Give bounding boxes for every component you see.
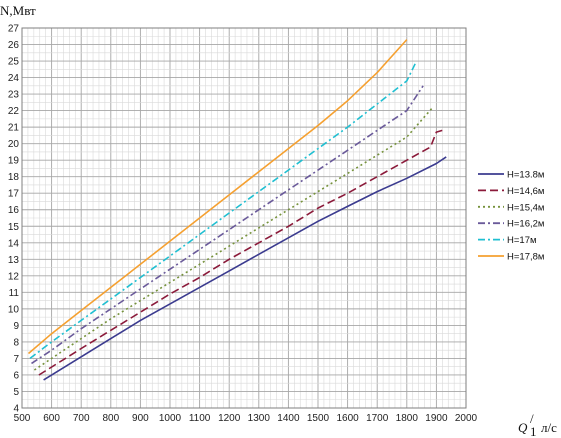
y-axis: 4 5 6 7 8 9 10 11 12 13 14 15 16 17 18 19 20 21 22 23 24 25 26…: [8, 24, 20, 415]
y-tick-label: 25: [8, 57, 20, 68]
x-tick-label: 1300: [248, 413, 271, 424]
legend-label: H=17м: [507, 235, 537, 246]
x-tick-label: 1100: [189, 413, 211, 424]
y-tick-label: 12: [8, 271, 20, 282]
x-tick-label: 500: [14, 413, 31, 424]
x-tick-label: 1400: [277, 413, 300, 424]
x-tick-label: 900: [132, 413, 149, 424]
x-tick-label: 1700: [366, 413, 389, 424]
y-tick-label: 21: [8, 123, 20, 134]
y-tick-label: 15: [8, 222, 20, 233]
series-line-3: [33, 106, 434, 371]
y-tick-label: 10: [8, 304, 20, 315]
y-tick-label: 17: [8, 189, 20, 200]
x-tick-label: 2000: [455, 413, 478, 424]
legend-label: H=14,6м: [507, 186, 544, 197]
series-line-5: [29, 62, 417, 360]
y-tick-label: 18: [8, 172, 20, 183]
legend: H=13.8м H=14,6м H=15,4м H=16,2м H=17м H=17,8м: [478, 170, 544, 263]
x-tick-label: 600: [43, 413, 60, 424]
y-tick-label: 6: [13, 370, 19, 381]
x-tick-label: 1900: [425, 413, 448, 424]
y-tick-label: 20: [8, 139, 20, 150]
y-tick-label: 14: [8, 238, 20, 249]
legend-label: H=13.8м: [507, 170, 544, 181]
y-tick-label: 23: [8, 90, 20, 101]
x-axis-title-subscript: 1: [530, 424, 537, 438]
y-tick-label: 19: [8, 156, 20, 167]
series-line-1: [43, 156, 447, 381]
grid: [21, 27, 467, 409]
x-tick-label: 1000: [159, 413, 182, 424]
x-axis-title-unit: л/с: [541, 420, 557, 435]
y-tick-label: 13: [8, 255, 20, 266]
x-tick-label: 1600: [336, 413, 359, 424]
x-axis-title-superscript: /: [530, 411, 534, 426]
y-tick-label: 16: [8, 205, 20, 216]
x-axis-title-symbol: Q: [518, 420, 528, 435]
x-tick-label: 1200: [218, 413, 241, 424]
y-tick-label: 27: [8, 24, 20, 35]
x-tick-label: 1500: [307, 413, 330, 424]
y-tick-label: 4: [13, 404, 19, 415]
y-tick-label: 9: [13, 321, 19, 332]
x-tick-label: 1800: [396, 413, 419, 424]
y-tick-label: 24: [8, 73, 20, 84]
x-axis-title: Q / 1 л/с: [518, 411, 557, 438]
series-layer: [27, 39, 447, 381]
legend-label: H=16,2м: [507, 219, 544, 230]
legend-label: H=15,4м: [507, 202, 544, 213]
x-tick-label: 800: [102, 413, 119, 424]
series-line-6: [27, 39, 408, 355]
series-line-2: [38, 129, 443, 376]
y-tick-label: 22: [8, 106, 20, 117]
x-tick-label: 700: [73, 413, 90, 424]
y-tick-label: 26: [8, 40, 20, 51]
legend-label: H=17,8м: [507, 252, 544, 263]
y-axis-title: N,Мвт: [0, 3, 36, 18]
y-tick-label: 7: [13, 354, 19, 365]
plot-area: [21, 27, 467, 409]
y-tick-label: 11: [9, 288, 20, 299]
x-axis: 500 600 700 800 900 1000 1100 1200 1300 1400 1500 1…: [14, 413, 478, 424]
y-tick-label: 8: [13, 337, 19, 348]
series-line-4: [31, 85, 424, 365]
y-tick-label: 5: [13, 387, 19, 398]
